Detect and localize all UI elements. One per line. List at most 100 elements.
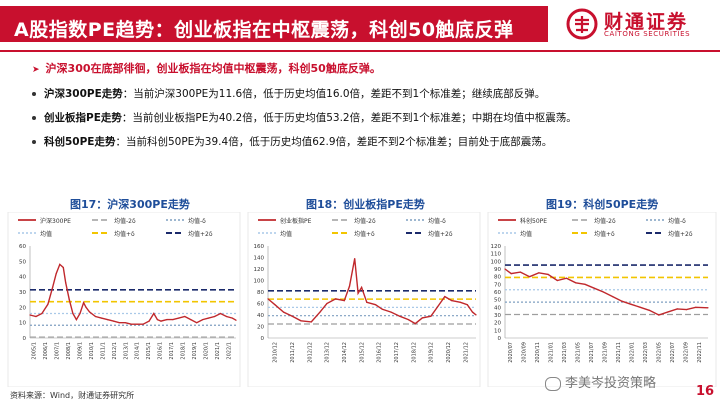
header-rule xyxy=(0,50,720,52)
x-tick-label: 2020/11 xyxy=(535,342,541,363)
data-point xyxy=(235,319,237,321)
data-point xyxy=(68,299,70,301)
data-point xyxy=(538,272,540,274)
data-point xyxy=(354,258,356,260)
data-point xyxy=(178,317,180,319)
data-point xyxy=(142,323,144,325)
y-tick-label: 40 xyxy=(257,313,264,319)
data-point xyxy=(621,300,623,302)
bullet-item-star50: 科创50PE走势：当前科创50PE为39.4倍，低于历史均值62.9倍，差距不到… xyxy=(32,134,552,149)
data-point xyxy=(326,302,328,305)
x-tick-label: 2012/1 xyxy=(112,342,118,360)
legend-label: 均值+2δ xyxy=(428,230,453,238)
y-tick-label: 10 xyxy=(19,321,26,327)
data-point xyxy=(88,311,91,313)
logo-text-cn: 财通证券 xyxy=(604,11,689,33)
x-tick-label: 2005/1 xyxy=(32,342,38,360)
y-tick-label: 80 xyxy=(494,275,501,281)
y-tick-label: 50 xyxy=(19,259,26,265)
data-point xyxy=(79,312,81,315)
x-tick-label: 2021/05 xyxy=(575,342,581,363)
x-tick-label: 2009/1 xyxy=(78,342,84,360)
y-tick-label: 60 xyxy=(257,302,264,308)
data-point xyxy=(231,317,234,319)
chart-title-hs300: 图17：沪深300PE走势 xyxy=(70,198,190,211)
bullet-headline: ➤ 沪深300在底部徘徊，创业板指在均值中枢震荡，科创50触底反弹。 xyxy=(32,60,381,76)
x-tick-label: 2014/1 xyxy=(135,342,141,360)
x-tick-label: 2022/05 xyxy=(657,342,663,363)
legend-label: 均值 xyxy=(280,230,292,238)
header: A股指数PE趋势：创业板指在中枢震荡，科创50触底反弹 财通证券 CAITONG… xyxy=(0,0,720,52)
x-tick-label: 2011/12 xyxy=(290,342,296,363)
y-tick-label: 60 xyxy=(19,244,26,250)
y-tick-label: 60 xyxy=(494,290,501,296)
company-logo: 财通证券 CAITONG SECURITIES xyxy=(566,6,716,42)
data-point xyxy=(575,282,577,284)
y-tick-label: 110 xyxy=(491,252,502,258)
x-tick-label: 2006/1 xyxy=(43,342,49,360)
x-tick-label: 2012/12 xyxy=(307,342,313,363)
legend-label: 均值 xyxy=(520,230,532,238)
y-tick-label: 30 xyxy=(19,290,26,296)
data-point xyxy=(430,315,432,317)
x-tick-label: 2016/12 xyxy=(377,342,383,363)
data-point xyxy=(335,298,337,300)
data-point xyxy=(225,315,228,318)
legend-label: 均值-δ xyxy=(668,217,686,225)
x-tick-label: 2017/12 xyxy=(394,342,400,363)
data-point xyxy=(190,319,192,321)
data-point xyxy=(612,296,614,298)
x-tick-label: 2020/1 xyxy=(203,342,209,360)
data-point xyxy=(172,319,174,321)
data-point xyxy=(407,319,409,321)
data-point xyxy=(584,283,586,285)
data-point xyxy=(414,323,416,325)
y-tick-label: 40 xyxy=(19,275,26,281)
x-tick-label: 2021/07 xyxy=(589,342,595,363)
y-tick-label: 80 xyxy=(257,290,264,296)
data-point xyxy=(148,320,150,322)
data-point xyxy=(106,319,108,321)
legend-label: 均值+2δ xyxy=(188,230,213,238)
data-point xyxy=(421,317,423,319)
data-point xyxy=(399,315,401,317)
x-tick-label: 2018/12 xyxy=(411,342,417,363)
data-point xyxy=(47,303,49,305)
data-point xyxy=(451,300,453,302)
legend-label: 均值-2δ xyxy=(354,217,376,225)
x-tick-label: 2011/1 xyxy=(100,342,106,360)
data-point xyxy=(366,301,368,303)
data-point xyxy=(319,311,321,313)
data-point xyxy=(357,292,359,294)
data-point xyxy=(136,323,138,325)
legend-label: 科创50PE xyxy=(520,217,547,225)
logo-mark-icon xyxy=(566,8,598,40)
data-point xyxy=(82,302,85,304)
x-tick-label: 2018/1 xyxy=(181,342,187,360)
x-tick-label: 2021/09 xyxy=(603,342,609,363)
data-point xyxy=(676,308,678,310)
watermark-text: 李美岑投资策略 xyxy=(565,376,657,391)
data-point xyxy=(648,309,651,311)
data-point xyxy=(300,320,302,322)
y-tick-label: 100 xyxy=(491,259,502,265)
y-tick-label: 10 xyxy=(494,328,501,334)
y-tick-label: 90 xyxy=(494,267,501,273)
data-point xyxy=(707,307,709,309)
legend-label: 均值-2δ xyxy=(114,217,136,225)
data-point xyxy=(639,306,641,308)
y-tick-label: 0 xyxy=(23,336,27,342)
x-tick-label: 2010/12 xyxy=(273,342,279,363)
data-point xyxy=(124,322,126,324)
legend-label: 均值+δ xyxy=(594,230,615,238)
y-tick-label: 120 xyxy=(254,267,265,273)
data-point xyxy=(160,320,162,322)
bullet-dot-icon xyxy=(32,92,36,96)
x-tick-label: 2015/1 xyxy=(146,342,152,360)
x-tick-label: 2014/12 xyxy=(342,342,348,363)
data-point xyxy=(85,306,87,308)
x-tick-label: 2008/1 xyxy=(66,342,72,360)
data-point xyxy=(556,279,558,282)
source-note: 资料来源：Wind，财通证券研究所 xyxy=(10,391,135,400)
bullet-text: ：当前创业板指PE为40.2倍，低于历史均值53.2倍，差距不到1个标准差；中期… xyxy=(121,112,577,124)
